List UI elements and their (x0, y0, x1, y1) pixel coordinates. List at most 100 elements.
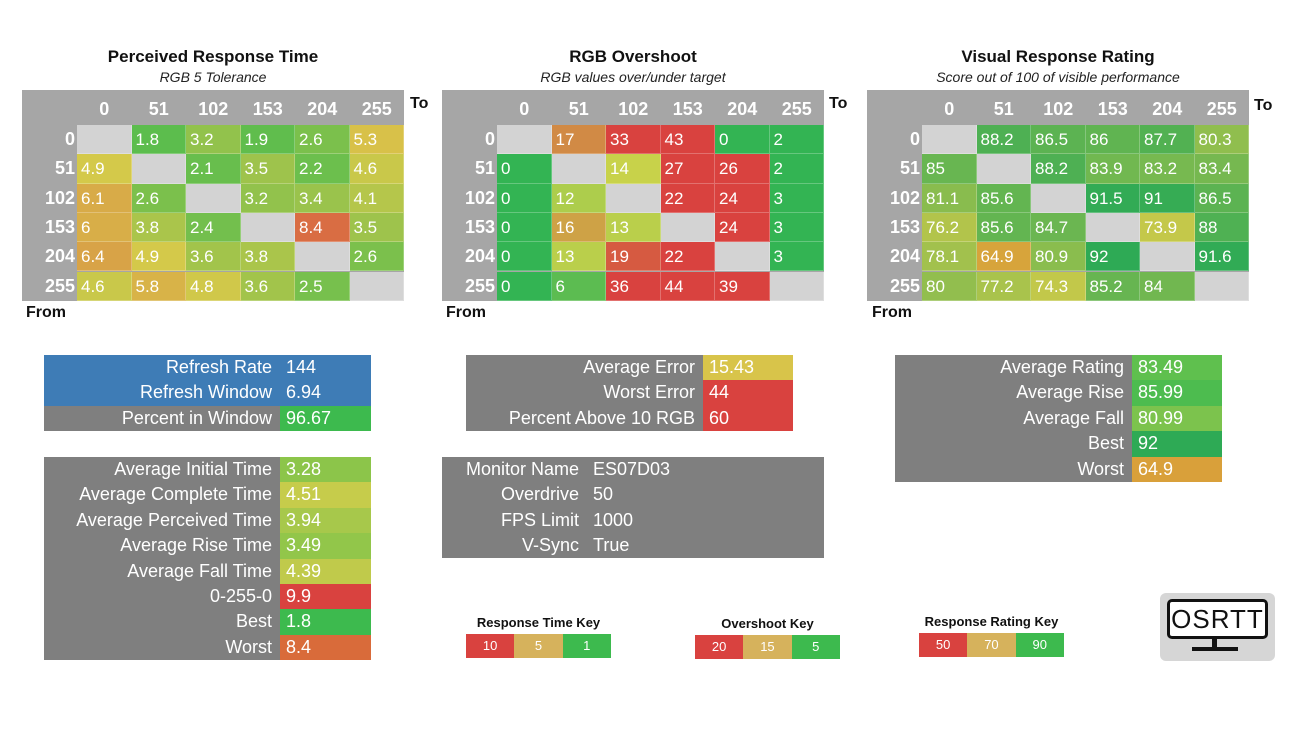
heatmap-cell: 4.8 (186, 271, 241, 301)
stat-label: Average Perceived Time (76, 509, 272, 530)
column-header: 51 (993, 99, 1014, 119)
heatmap-cell: 6.1 (77, 183, 132, 213)
row-header: 51 (899, 158, 920, 179)
heatmap-cell: 3.8 (240, 242, 295, 272)
heatmap-cell: 5.3 (349, 125, 404, 155)
stat-row: Average Rating 83.49 (895, 355, 1222, 381)
heatmap-cell: 0 (497, 242, 552, 272)
heatmap-cell: 84 (1140, 271, 1195, 301)
stat-row: 0-255-0 9.9 (44, 583, 371, 610)
heatmap-cell-empty (976, 154, 1031, 184)
stat-row: Worst 64.9 (895, 456, 1222, 482)
heatmap-cell-empty (769, 271, 824, 301)
row-header: 102 (889, 187, 920, 208)
heatmap-cell: 19 (606, 242, 661, 272)
stat-value: 144 (280, 355, 371, 381)
column-header: 0 (519, 99, 530, 119)
heatmap-cell: 4.9 (77, 154, 132, 184)
stat-label: Average Initial Time (114, 459, 272, 479)
column-header: 0 (99, 99, 110, 119)
stat-value: 8.4 (280, 634, 371, 661)
column-header: 204 (307, 99, 338, 119)
monitor-panel: Monitor Name ES07D03 Overdrive 50 FPS Limit 1… (442, 457, 824, 558)
heatmap-cell: 14 (606, 154, 661, 184)
heatmap-cell: 3.2 (186, 125, 241, 155)
osrtt-logo: OSRTT (1160, 593, 1275, 661)
heatmap-cell: 24 (715, 183, 770, 213)
from-label: From (26, 304, 66, 321)
stat-row: Average Fall 80.99 (895, 405, 1222, 432)
heatmap-cell: 16 (551, 212, 606, 243)
stat-label: Percent in Window (121, 407, 272, 428)
column-header: 153 (672, 99, 703, 119)
row-header: 0 (909, 129, 920, 149)
heatmap-cell: 2.6 (295, 125, 350, 155)
heatmap-cell: 3 (769, 183, 824, 213)
row-header: 255 (889, 275, 920, 296)
heatmap-cell: 86 (1085, 125, 1140, 155)
to-label: To (829, 95, 848, 112)
heatmap-cell: 64.9 (976, 242, 1031, 272)
stat-value: 85.99 (1132, 380, 1222, 406)
stat-value: ES07D03 (593, 459, 671, 479)
stat-label: Average Fall Time (127, 560, 272, 581)
column-header: 51 (148, 99, 169, 119)
heatmap-cell-empty (606, 183, 661, 213)
heatmap-cell: 92 (1085, 242, 1140, 272)
heatmap-cell: 3.6 (240, 271, 295, 301)
stat-row: Average Initial Time 3.28 (44, 457, 371, 483)
heatmap-cell: 88.2 (1031, 154, 1086, 184)
heatmap-cell-empty (77, 125, 132, 155)
heatmap-cell: 83.2 (1140, 154, 1195, 184)
row-header: 51 (54, 158, 75, 179)
key-swatch: 90 (1015, 633, 1064, 657)
heatmap-cell: 85.6 (976, 183, 1031, 213)
heatmap-cell-empty (551, 154, 606, 184)
column-header: 153 (252, 99, 283, 119)
heatmap-cell: 3.2 (240, 183, 295, 213)
heatmap-cell: 3.5 (240, 154, 295, 184)
stat-value: 4.51 (280, 482, 371, 508)
heatmap-cell: 86.5 (1031, 125, 1086, 155)
row-header: 255 (44, 275, 75, 296)
from-label: From (872, 304, 912, 321)
key-swatch: 5 (514, 634, 563, 658)
heatmap-subtitle-response: RGB 5 Tolerance (159, 69, 267, 85)
heatmap-rating: 0 51 102 153 204 255 0 88.2 86.5 86 87.7 80.3 51 85 88… (867, 90, 1249, 301)
heatmap-cell: 13 (606, 212, 661, 243)
from-label: From (446, 304, 486, 321)
column-header: 255 (1206, 99, 1237, 119)
row-header: 102 (464, 187, 495, 208)
heatmap-cell: 4.1 (349, 183, 404, 213)
heatmap-cell: 2.4 (186, 212, 241, 243)
heatmap-cell: 5.8 (131, 271, 186, 301)
heatmap-cell-empty (497, 125, 552, 155)
stat-row: FPS Limit 1000 (442, 508, 824, 533)
stat-value: 60 (703, 405, 793, 432)
heatmap-title-rating: Visual Response Rating (961, 47, 1155, 66)
heatmap-cell: 2 (769, 125, 824, 155)
stat-value: 92 (1132, 431, 1222, 457)
stat-label: Average Rise (1016, 382, 1124, 403)
stat-label: Average Fall (1023, 407, 1124, 428)
overshoot-key: Overshoot Key 20 15 5 (695, 616, 840, 659)
heatmap-cell: 0 (497, 212, 552, 243)
heatmap-overshoot: 0 51 102 153 204 255 0 17 33 43 0 2 51 0 14 27 26 2 102 0 12… (442, 90, 824, 301)
heatmap-cell-empty (922, 125, 977, 155)
heatmap-cell: 80.9 (1031, 242, 1086, 272)
heatmap-cell: 1.9 (240, 125, 295, 155)
heatmap-cell: 84.7 (1031, 212, 1086, 243)
stat-row: Average Complete Time 4.51 (44, 482, 371, 508)
heatmap-cell: 12 (551, 183, 606, 213)
stat-label: Worst (1077, 458, 1124, 479)
stat-label: Best (235, 611, 272, 632)
stat-row: Monitor Name ES07D03 (442, 457, 824, 482)
stat-value: 96.67 (280, 405, 371, 432)
stat-label: Worst (225, 636, 272, 657)
stat-label: Average Complete Time (79, 484, 272, 505)
key-title: Overshoot Key (721, 616, 814, 631)
heatmap-response-time: 0 51 102 153 204 255 0 1.8 3.2 1.9 2.6 5.3 51 4.9 2.1 3… (22, 90, 404, 301)
key-title: Response Time Key (476, 615, 601, 630)
row-header: 153 (464, 216, 495, 237)
row-header: 204 (44, 246, 75, 267)
